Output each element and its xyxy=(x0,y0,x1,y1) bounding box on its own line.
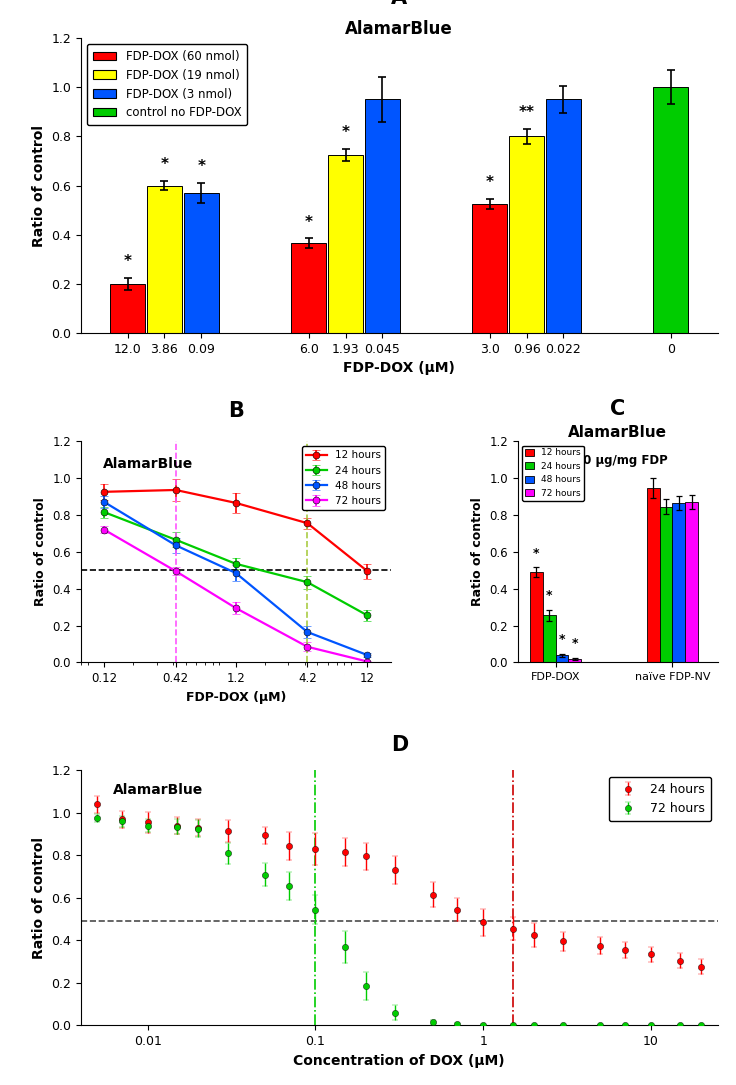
Text: *: * xyxy=(572,638,578,650)
Bar xyxy=(291,243,326,333)
Legend: FDP-DOX (60 nmol), FDP-DOX (19 nmol), FDP-DOX (3 nmol), control no FDP-DOX: FDP-DOX (60 nmol), FDP-DOX (19 nmol), FD… xyxy=(87,43,247,126)
Bar xyxy=(328,155,363,333)
Text: AlamarBlue: AlamarBlue xyxy=(102,457,193,471)
Text: *: * xyxy=(197,159,205,175)
Title: AlamarBlue: AlamarBlue xyxy=(568,425,668,439)
Bar xyxy=(568,659,581,663)
Bar xyxy=(147,186,182,333)
Bar xyxy=(685,502,698,663)
Text: AlamarBlue: AlamarBlue xyxy=(113,783,203,797)
Bar xyxy=(659,507,673,663)
Bar xyxy=(654,87,688,333)
Text: A: A xyxy=(392,0,407,9)
Bar xyxy=(647,488,659,663)
Bar xyxy=(365,100,400,333)
Bar xyxy=(473,204,507,333)
Text: *: * xyxy=(124,254,132,269)
Text: D: D xyxy=(391,736,408,755)
X-axis label: FDP-DOX (μM): FDP-DOX (μM) xyxy=(185,691,286,704)
Bar xyxy=(184,193,219,333)
Y-axis label: Ratio of control: Ratio of control xyxy=(32,125,46,246)
Text: *: * xyxy=(486,176,494,191)
Text: 200 μg/mg FDP: 200 μg/mg FDP xyxy=(567,454,668,467)
Y-axis label: Ratio of control: Ratio of control xyxy=(32,837,46,959)
Text: *: * xyxy=(305,215,313,230)
X-axis label: Concentration of DOX (μM): Concentration of DOX (μM) xyxy=(294,1054,505,1068)
Bar xyxy=(542,615,556,663)
Text: *: * xyxy=(559,634,565,647)
Bar xyxy=(509,137,544,333)
Text: *: * xyxy=(546,589,553,602)
Bar xyxy=(556,655,568,663)
Text: B: B xyxy=(228,401,244,421)
Text: C: C xyxy=(610,399,626,419)
Text: *: * xyxy=(533,547,539,560)
Title: AlamarBlue: AlamarBlue xyxy=(345,20,453,38)
Text: *: * xyxy=(160,157,169,173)
Y-axis label: Ratio of control: Ratio of control xyxy=(34,497,47,607)
Bar xyxy=(110,284,145,333)
Bar xyxy=(546,100,581,333)
X-axis label: FDP-DOX (μM): FDP-DOX (μM) xyxy=(343,361,456,375)
Y-axis label: Ratio of control: Ratio of control xyxy=(471,497,484,607)
Bar xyxy=(673,502,685,663)
Bar xyxy=(530,572,542,663)
Text: **: ** xyxy=(519,105,534,120)
Text: *: * xyxy=(342,125,350,140)
Legend: 24 hours, 72 hours: 24 hours, 72 hours xyxy=(609,777,712,821)
Legend: 12 hours, 24 hours, 48 hours, 72 hours: 12 hours, 24 hours, 48 hours, 72 hours xyxy=(302,446,386,510)
Legend: 12 hours, 24 hours, 48 hours, 72 hours: 12 hours, 24 hours, 48 hours, 72 hours xyxy=(523,446,584,500)
